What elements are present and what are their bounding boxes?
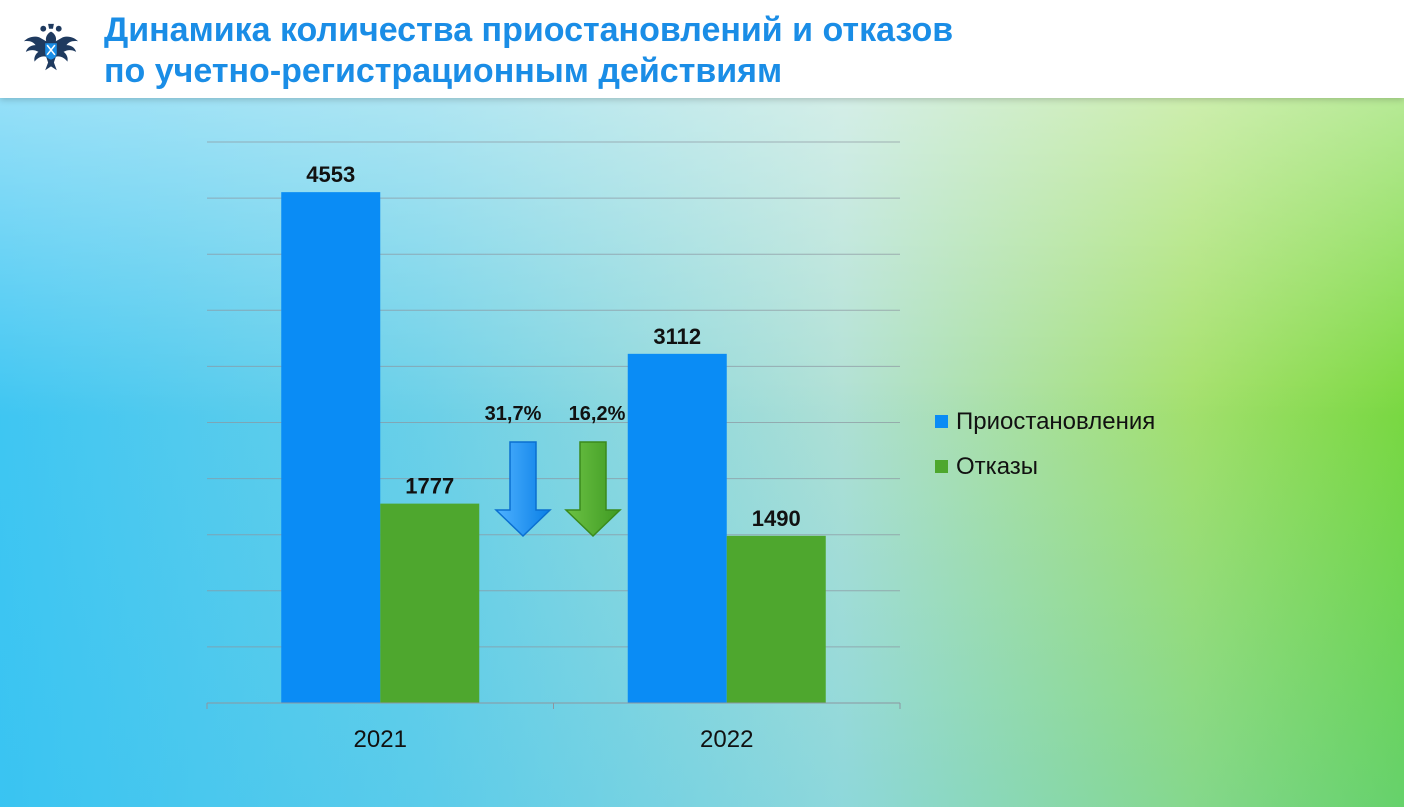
legend-swatch	[935, 415, 948, 428]
data-label: 1777	[405, 474, 454, 499]
page-title-line-1: Динамика количества приостановлений и от…	[104, 11, 954, 49]
bar-suspensions-2021	[281, 192, 381, 704]
chart-bars	[281, 192, 826, 704]
change-percent-label: 31,7%	[485, 403, 542, 425]
header: Динамика количества приостановлений и от…	[0, 0, 1404, 98]
data-label: 3112	[653, 324, 701, 349]
bar-suspensions-2022	[627, 353, 727, 703]
chart-x-axis: 2021 2022	[206, 702, 901, 753]
data-label: 1490	[752, 506, 801, 531]
bar-refusals-2021	[380, 503, 480, 703]
chart-change-annotations: 31,7% 16,2%	[485, 403, 626, 538]
down-arrow-icon	[564, 441, 622, 538]
double-headed-eagle-emblem-icon	[23, 23, 79, 71]
chart-legend: Приостановления Отказы	[935, 408, 1155, 480]
down-arrow-icon	[494, 441, 552, 538]
x-tick-label: 2022	[700, 726, 753, 753]
chart-data-labels: 4553 1777 3112 1490	[306, 162, 800, 531]
legend-label: Приостановления	[956, 408, 1155, 435]
x-tick-label: 2021	[354, 726, 407, 753]
page-title: Динамика количества приостановлений и от…	[104, 10, 953, 92]
legend-label: Отказы	[956, 453, 1038, 480]
change-percent-label: 16,2%	[569, 403, 626, 425]
legend-swatch	[935, 460, 948, 473]
page-title-line-2: по учетно-регистрационным действиям	[104, 52, 783, 90]
bar-refusals-2022	[726, 535, 826, 703]
data-label: 4553	[306, 162, 355, 187]
